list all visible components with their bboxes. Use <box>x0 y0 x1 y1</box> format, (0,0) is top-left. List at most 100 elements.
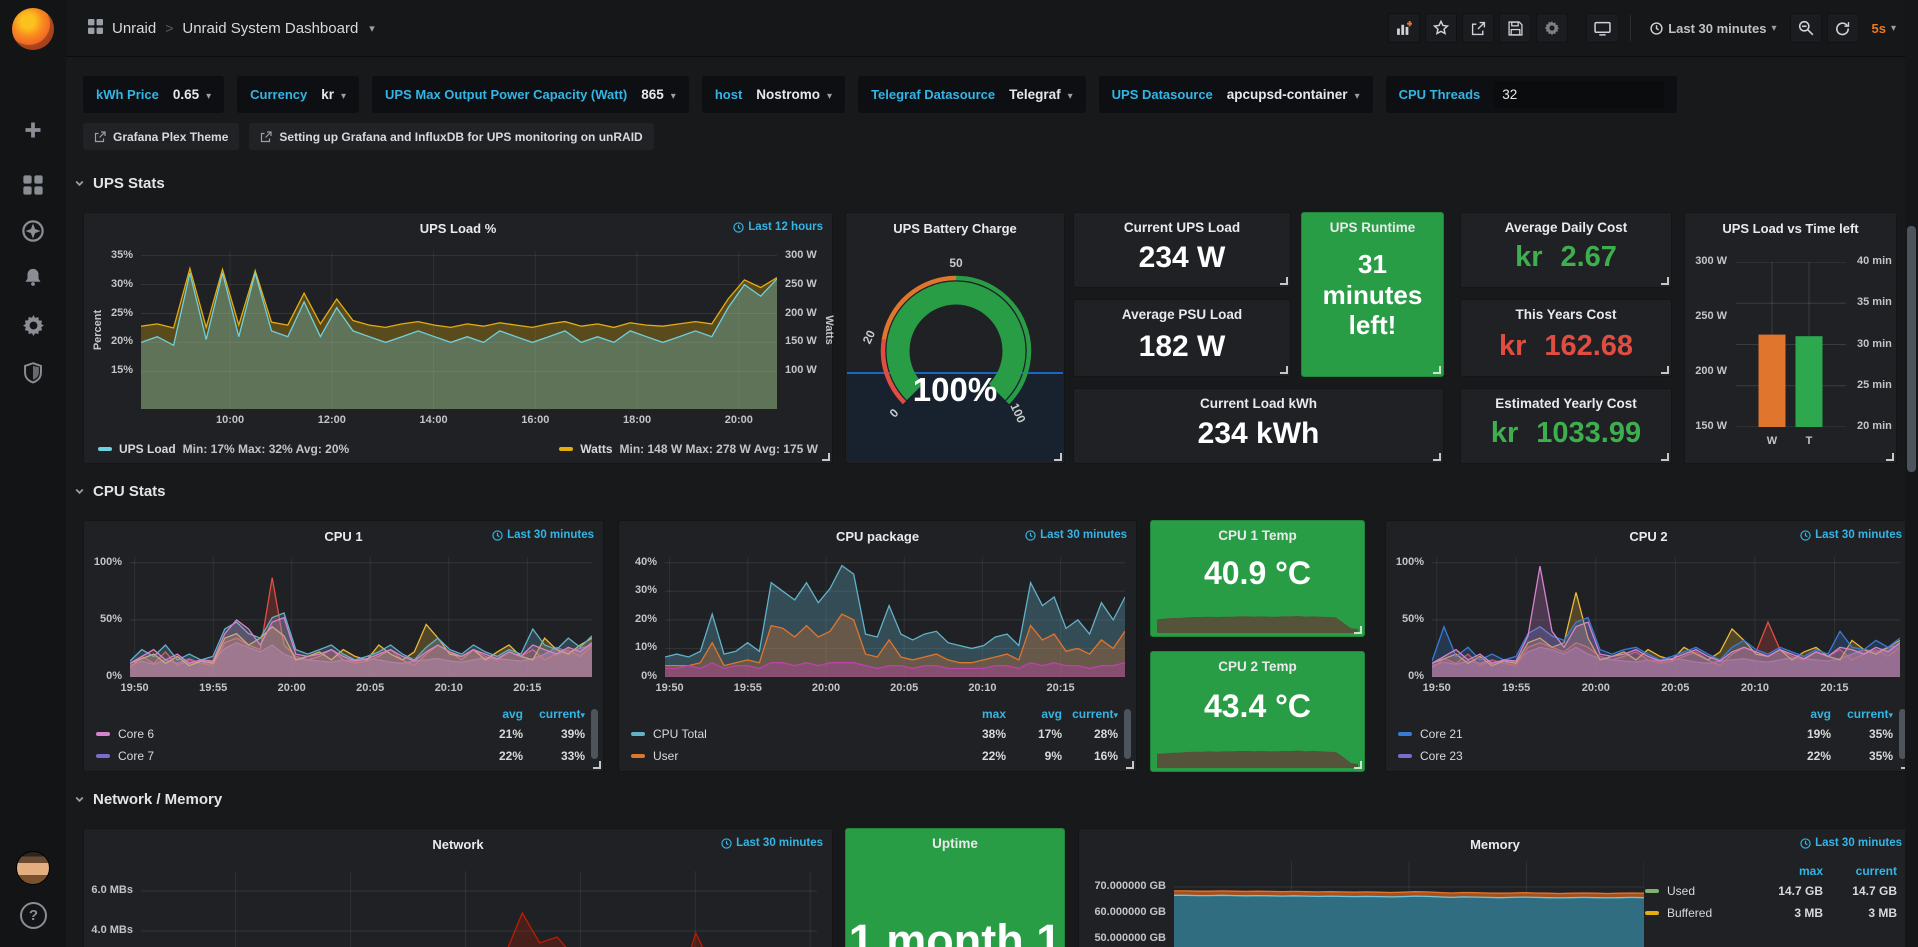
variable-value-telegraf-datasource[interactable]: Telegraf ▾ <box>1009 87 1073 102</box>
settings-gear-icon[interactable] <box>1536 13 1569 43</box>
legend-scrollbar[interactable] <box>1124 709 1131 759</box>
panel-title[interactable]: Network <box>432 837 484 852</box>
dashboard-link-grafana-plex-theme[interactable]: Grafana Plex Theme <box>83 123 240 150</box>
panel-title[interactable]: This Years Cost <box>1515 307 1617 322</box>
panel-title[interactable]: CPU 2 <box>1629 529 1668 544</box>
time-range-picker[interactable]: Last 30 minutes ▾ <box>1642 13 1784 43</box>
legend-series-core-6[interactable]: Core 6 <box>96 727 461 741</box>
panel-time-range[interactable]: Last 30 minutes <box>1800 837 1902 849</box>
legend-row: User 22% 9% 16% <box>631 745 1118 767</box>
legend-series-core-21[interactable]: Core 21 <box>1398 727 1769 741</box>
cpu2-chart: 100% 50% 0% 19:50 19:55 20:00 20:05 20:10 20:15 <box>1386 521 1911 771</box>
panel-title[interactable]: UPS Load vs Time left <box>1722 221 1859 236</box>
right-axis-tick: 35 min <box>1857 296 1892 309</box>
legend-value: 22% <box>1806 749 1831 763</box>
legend-item-watts[interactable]: Watts Min: 148 W Max: 278 W Avg: 175 W <box>559 442 818 456</box>
legend-series-cpu-total[interactable]: CPU Total <box>631 727 950 741</box>
y-axis-tick: 70.000000 GB <box>1094 880 1166 892</box>
legend-item-ups-load[interactable]: UPS Load Min: 17% Max: 32% Avg: 20% <box>98 442 349 456</box>
add-icon[interactable] <box>0 115 66 145</box>
refresh-button[interactable] <box>1826 13 1859 43</box>
panel-time-range[interactable]: Last 30 minutes <box>1025 529 1127 541</box>
refresh-interval-label: 5s <box>1871 20 1886 36</box>
chevron-down-icon[interactable]: ▾ <box>369 22 375 35</box>
panel-title[interactable]: Uptime <box>932 836 978 851</box>
panel-title[interactable]: UPS Battery Charge <box>893 221 1017 236</box>
panel-title[interactable]: CPU 2 Temp <box>1218 659 1297 674</box>
admin-shield-icon[interactable] <box>0 358 66 388</box>
section-network-memory[interactable]: Network / Memory <box>74 791 222 808</box>
legend-scrollbar[interactable] <box>591 709 598 759</box>
panel-title[interactable]: Average PSU Load <box>1121 307 1243 322</box>
x-axis-tick: 14:00 <box>419 414 448 426</box>
legend-series-user[interactable]: User <box>631 749 950 763</box>
help-icon[interactable]: ? <box>20 902 47 929</box>
breadcrumb-root[interactable]: Unraid <box>112 19 157 37</box>
zoom-out-button[interactable] <box>1789 13 1822 43</box>
variable-value-ups-datasource[interactable]: apcupsd-container ▾ <box>1226 87 1360 102</box>
explore-compass-icon[interactable] <box>0 216 66 246</box>
legend-sort-avg[interactable]: avg <box>502 706 523 721</box>
legend-series-core-7[interactable]: Core 7 <box>96 749 461 763</box>
ups-load-chart: 35% 30% 25% 20% 15% 300 W 250 W 200 W 150 W 100 W… <box>84 213 835 463</box>
variable-value-kwh-price[interactable]: 0.65 ▾ <box>172 87 212 102</box>
panel-time-range[interactable]: Last 30 minutes <box>492 529 594 541</box>
panel-title[interactable]: UPS Load % <box>419 221 497 236</box>
panel-title[interactable]: Current Load kWh <box>1200 396 1317 411</box>
panel-time-range[interactable]: Last 12 hours <box>733 221 823 233</box>
panel-title[interactable]: CPU 1 Temp <box>1218 528 1297 543</box>
legend-series-used[interactable]: Used <box>1645 884 1749 898</box>
panel-title[interactable]: UPS Runtime <box>1329 220 1416 235</box>
legend-scrollbar[interactable] <box>1899 709 1906 759</box>
y-axis-tick: 4.0 MBs <box>91 924 133 936</box>
variable-input-cpu-threads[interactable] <box>1494 81 1665 108</box>
add-panel-button[interactable] <box>1388 13 1421 43</box>
y-axis-tick: 0% <box>641 670 657 682</box>
refresh-interval-picker[interactable]: 5s ▾ <box>1864 13 1905 43</box>
tv-mode-button[interactable] <box>1586 13 1620 43</box>
grafana-logo[interactable] <box>12 8 54 50</box>
variable-value-currency[interactable]: kr ▾ <box>321 87 347 102</box>
legend-sort-max[interactable]: max <box>1798 863 1823 878</box>
panel-time-range[interactable]: Last 30 minutes <box>721 837 823 849</box>
panel-title[interactable]: Average Daily Cost <box>1504 220 1628 235</box>
sidebar: ? <box>0 0 66 947</box>
panel-cpu-1: CPU 1 Last 30 minutes 100% 50% 0% 19:50 19:5… <box>83 520 604 772</box>
panel-title[interactable]: CPU 1 <box>324 529 363 544</box>
y-axis-tick: 60.000000 GB <box>1094 906 1166 918</box>
share-button[interactable] <box>1462 13 1495 43</box>
scrollbar-thumb[interactable] <box>1907 226 1916 472</box>
x-axis-tick: 16:00 <box>521 414 550 426</box>
section-cpu-stats[interactable]: CPU Stats <box>74 483 166 500</box>
legend-sort-current[interactable]: current <box>1855 863 1897 878</box>
legend-sort-avg[interactable]: avg <box>1041 706 1062 721</box>
star-button[interactable] <box>1425 13 1458 43</box>
legend-sort-current[interactable]: current▾ <box>539 706 585 721</box>
legend-sort-current[interactable]: current▾ <box>1072 706 1118 721</box>
dashboards-icon[interactable] <box>0 170 66 200</box>
dashboard-link-ups-monitoring-guide[interactable]: Setting up Grafana and InfluxDB for UPS … <box>249 123 654 150</box>
panel-title[interactable]: Estimated Yearly Cost <box>1495 396 1637 411</box>
legend-sort-max[interactable]: max <box>981 706 1006 721</box>
panel-cpu-2: CPU 2 Last 30 minutes 100% 50% 0% 19:50 19:5… <box>1385 520 1912 772</box>
user-avatar[interactable] <box>16 851 50 885</box>
panel-title[interactable]: Current UPS Load <box>1123 220 1241 235</box>
variable-value-host[interactable]: Nostromo ▾ <box>756 87 833 102</box>
legend-sort-avg[interactable]: avg <box>1810 706 1831 721</box>
dashboard-title[interactable]: Unraid System Dashboard <box>182 19 359 37</box>
panel-time-range[interactable]: Last 30 minutes <box>1800 529 1902 541</box>
panel-cpu-package: CPU package Last 30 minutes 40% 30% 20% 10%… <box>618 520 1137 772</box>
bar-label-T: T <box>1805 435 1813 447</box>
variable-value-ups-max-output[interactable]: 865 ▾ <box>641 87 676 102</box>
save-button[interactable] <box>1499 13 1532 43</box>
section-ups-stats[interactable]: UPS Stats <box>74 175 165 192</box>
panel-title[interactable]: Memory <box>1470 837 1520 852</box>
alerting-bell-icon[interactable] <box>0 262 66 292</box>
legend-series-core-23[interactable]: Core 23 <box>1398 749 1769 763</box>
configuration-gear-icon[interactable] <box>0 310 66 340</box>
panel-this-years-cost: This Years Cost kr 162.68 <box>1460 299 1672 377</box>
legend-series-buffered[interactable]: Buffered <box>1645 906 1749 920</box>
legend-sort-current[interactable]: current▾ <box>1847 706 1893 721</box>
panel-title[interactable]: CPU package <box>835 529 920 544</box>
